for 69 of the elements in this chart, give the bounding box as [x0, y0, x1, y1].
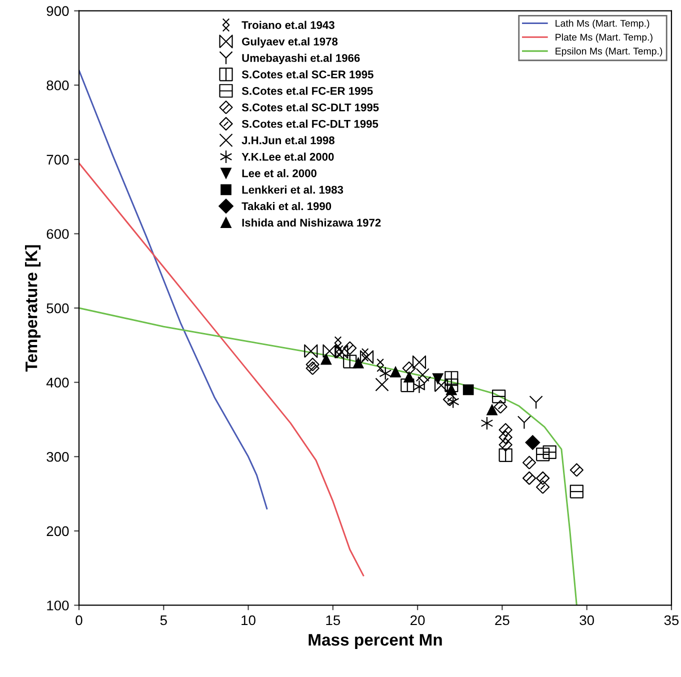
point: [446, 394, 460, 408]
point: [492, 390, 506, 404]
y-tick-label: 900: [46, 6, 69, 16]
legend-label: S.Cotes et.al SC-ER 1995: [242, 70, 374, 78]
point: [494, 400, 508, 414]
point: [334, 345, 348, 359]
x-axis-title: Mass percent Mn: [308, 634, 442, 649]
legend-label: Ishida and Nishizawa 1972: [242, 218, 381, 227]
line-series: [78, 307, 578, 606]
point: [486, 404, 498, 416]
point: [304, 344, 318, 358]
point: [480, 416, 494, 430]
point: [570, 463, 584, 477]
point: [522, 471, 536, 485]
legend-label: Troiano et.al 1943: [242, 20, 334, 30]
legend-label: S.Cotes et.al SC-DLT 1995: [242, 103, 379, 112]
x-tick-label: 30: [580, 615, 594, 626]
x-tick-label: 25: [495, 615, 510, 626]
point: [570, 484, 584, 498]
y-tick-label: 100: [47, 600, 69, 610]
point: [522, 456, 536, 470]
y-tick-label: 200: [46, 526, 69, 536]
x-tick-label: 10: [242, 615, 256, 626]
point: [536, 448, 550, 462]
y-tick-label: 800: [46, 80, 69, 90]
point: [444, 378, 458, 392]
legend-label: Lenkkeri et al. 1983: [242, 186, 344, 194]
legend-label: Lath Ms (Mart. Temp.): [556, 20, 650, 29]
point: [352, 358, 364, 368]
y-tick-label: 600: [46, 229, 69, 239]
point: [375, 378, 389, 392]
legend-label: Plate Ms (Mart. Temp.): [556, 34, 652, 43]
legend-label: Takaki et al. 1990: [242, 202, 332, 210]
point: [525, 435, 540, 450]
x-tick-label: 15: [326, 615, 340, 626]
y-tick-label: 500: [46, 303, 69, 314]
legend-label: J.H.Jun et.al 1998: [242, 136, 334, 144]
point: [306, 358, 320, 372]
point: [434, 378, 448, 392]
legend-label: Umebayashi et.al 1966: [242, 54, 360, 64]
point: [444, 371, 458, 385]
point: [379, 366, 392, 380]
y-tick-label: 400: [46, 378, 69, 388]
point: [462, 384, 474, 396]
point: [360, 350, 374, 364]
x-tick-label: 0: [76, 615, 82, 626]
x-tick-label: 35: [664, 615, 679, 626]
point: [390, 366, 401, 378]
y-axis-title: Temperature [K]: [25, 245, 41, 372]
point: [542, 445, 556, 459]
point: [400, 378, 414, 392]
point: [412, 355, 426, 370]
point: [306, 361, 320, 376]
point: [320, 354, 332, 365]
legend-label: Y.K.Lee et.al 2000: [242, 152, 334, 161]
legend-label: Lee et al. 2000: [242, 169, 316, 178]
y-tick-label: 300: [46, 452, 69, 462]
legend-label: Gulyaev et.al 1978: [242, 37, 338, 48]
x-tick-label: 5: [160, 615, 167, 626]
point: [322, 344, 336, 358]
legend-label: S.Cotes et.al FC-DLT 1995: [242, 120, 378, 128]
legend-label: Epsilon Ms (Mart. Temp.): [556, 47, 662, 56]
point: [404, 372, 414, 383]
legend-label: S.Cotes et.al FC-ER 1995: [242, 86, 373, 95]
y-tick-label: 700: [46, 154, 69, 165]
point: [432, 373, 444, 384]
x-tick-label: 20: [410, 615, 425, 626]
point: [446, 384, 457, 396]
point: [402, 361, 416, 376]
